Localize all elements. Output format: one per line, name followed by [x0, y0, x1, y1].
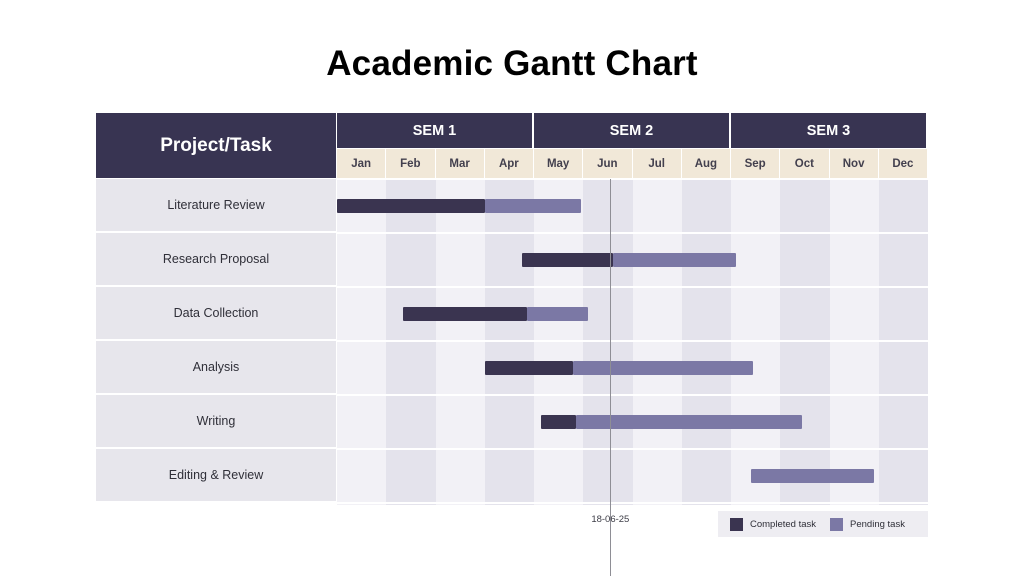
legend-item-completed[interactable]: Completed task: [730, 517, 817, 531]
task-label-column: Project/Task Literature Review Research P…: [96, 113, 336, 505]
task-label: Research Proposal: [96, 233, 336, 287]
task-bar-pending[interactable]: [526, 307, 589, 321]
month-header-oct: Oct: [780, 149, 830, 178]
month-column-jun: [583, 179, 633, 505]
month-column-sep: [731, 179, 781, 505]
month-header-may: May: [534, 149, 584, 178]
task-column-header: Project/Task: [96, 113, 336, 178]
month-column-jan: [337, 179, 387, 505]
task-label: Data Collection: [96, 287, 336, 341]
row-separator: [337, 340, 928, 342]
month-column-dec: [878, 179, 928, 505]
semester-header: SEM 1: [337, 113, 534, 148]
row-separator: [337, 178, 928, 180]
month-column-jul: [632, 179, 682, 505]
month-header-feb: Feb: [386, 149, 436, 178]
month-header-dec: Dec: [878, 149, 928, 178]
task-label: Literature Review: [96, 179, 336, 233]
month-header-jan: Jan: [337, 149, 387, 178]
chart-legend: Completed task Pending task: [718, 511, 928, 537]
task-bar-completed[interactable]: [403, 307, 527, 321]
task-bar-pending[interactable]: [575, 415, 803, 429]
legend-swatch-completed: [730, 517, 743, 531]
task-label: Analysis: [96, 341, 336, 395]
row-separator: [337, 232, 928, 234]
month-header-jun: Jun: [583, 149, 633, 178]
task-bar-pending[interactable]: [612, 253, 736, 267]
timeline-grid: SEM 1 SEM 2 SEM 3 Jan Feb Mar Apr May Jun Jul Aug…: [337, 113, 928, 505]
legend-label: Pending task: [850, 518, 905, 530]
month-column-mar: [435, 179, 485, 505]
today-marker-label: 18-06-25: [591, 514, 630, 525]
legend-label: Completed task: [750, 518, 817, 530]
month-header-nov: Nov: [829, 149, 879, 178]
gantt-chart: Project/Task Literature Review Research P…: [96, 113, 928, 576]
month-column-apr: [484, 179, 534, 505]
task-bar-pending[interactable]: [484, 199, 581, 213]
row-separator: [337, 502, 928, 504]
month-header-jul: Jul: [632, 149, 682, 178]
month-column-oct: [780, 179, 830, 505]
month-column-may: [534, 179, 584, 505]
semester-header: SEM 3: [731, 113, 928, 148]
legend-item-pending[interactable]: Pending task: [830, 517, 905, 531]
row-separator: [337, 448, 928, 450]
task-bar-completed[interactable]: [337, 199, 485, 213]
month-header-aug: Aug: [681, 149, 731, 178]
month-column-nov: [829, 179, 879, 505]
task-label: Writing: [96, 395, 336, 449]
task-bar-pending[interactable]: [573, 361, 754, 375]
semester-header: SEM 2: [534, 113, 731, 148]
row-separator: [337, 394, 928, 396]
page-title: Academic Gantt Chart: [326, 44, 698, 83]
row-separator: [337, 286, 928, 288]
task-bar-pending[interactable]: [750, 469, 874, 483]
month-header-apr: Apr: [484, 149, 534, 178]
month-column-aug: [681, 179, 731, 505]
today-marker-line: [610, 179, 612, 576]
task-bar-completed[interactable]: [541, 415, 576, 429]
month-column-feb: [386, 179, 436, 505]
month-header-sep: Sep: [731, 149, 781, 178]
task-bar-completed[interactable]: [521, 253, 613, 267]
task-label: Editing & Review: [96, 449, 336, 503]
month-header-mar: Mar: [435, 149, 485, 178]
task-bar-completed[interactable]: [484, 361, 574, 375]
legend-swatch-pending: [830, 517, 844, 531]
